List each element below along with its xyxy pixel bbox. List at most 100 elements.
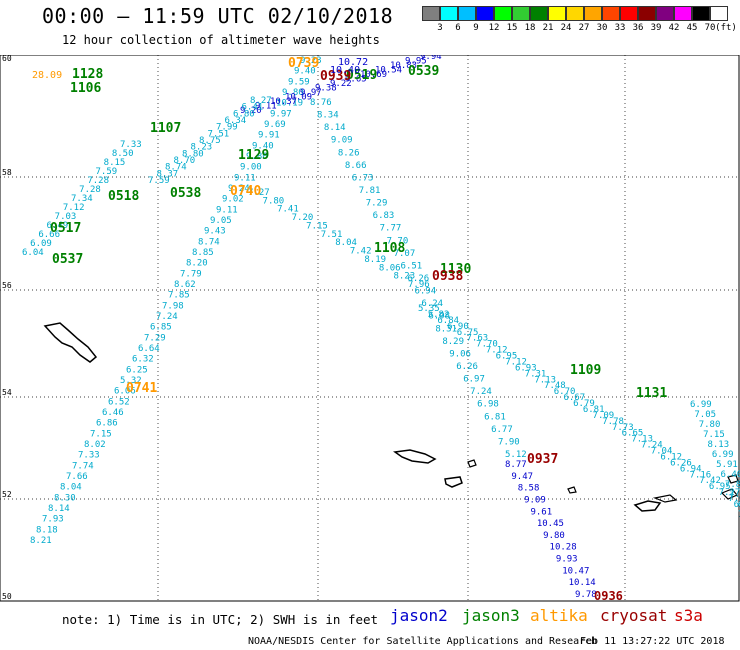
wave-height-value: 7.12 xyxy=(486,346,508,356)
wave-height-value: 6.80 xyxy=(233,109,255,119)
wave-height-value: 10.83 xyxy=(390,61,417,71)
map-frame: 60 58 56 54 52 50 165 168 171 174 177 8.218.187.93… xyxy=(0,55,740,605)
wave-height-value: 7.80 xyxy=(699,420,721,430)
wave-height-value: 6.32 xyxy=(132,355,154,365)
wave-height-value: 10.69 xyxy=(360,70,387,80)
wave-height-value: 9.80 xyxy=(246,152,268,162)
wave-height-value: 9.61 xyxy=(530,507,552,517)
wave-height-value: 8.34 xyxy=(317,111,339,121)
wave-height-value: 6.51 xyxy=(401,261,423,271)
wave-height-value: 5.91 xyxy=(716,460,738,470)
wave-height-value: 8.27 xyxy=(250,96,272,106)
wave-height-value: 6.46 xyxy=(102,408,124,418)
scale-label: 33 xyxy=(614,23,626,33)
wave-height-value: 8.18 xyxy=(36,525,58,535)
lat-label: 52 xyxy=(2,490,12,499)
wave-height-value: 5.82 xyxy=(428,310,450,320)
wave-height-value: 6.81 xyxy=(484,412,506,422)
wave-height-value: 6.34 xyxy=(225,116,247,126)
wave-height-value: 9.47 xyxy=(511,472,533,482)
wave-height-value: 9.38 xyxy=(315,84,337,94)
wave-height-value: 9.02 xyxy=(222,195,244,205)
legend-jason3: jason3 xyxy=(462,606,520,625)
wave-height-value: 8.20 xyxy=(186,259,208,269)
pass-label-jason3: 1106 xyxy=(70,81,101,96)
wave-height-value: 7.27 xyxy=(248,188,270,198)
wave-height-value: 10.28 xyxy=(550,543,577,553)
wave-height-value: 9.69 xyxy=(264,120,286,130)
wave-height-value: 9.78 xyxy=(575,590,597,600)
wave-height-value: 7.28 xyxy=(79,185,101,195)
wave-height-value: 7.29 xyxy=(366,199,388,209)
scale-swatch xyxy=(476,6,494,21)
pass-label-altika: 0739 xyxy=(288,56,319,71)
wave-height-value: 9.00 xyxy=(240,163,262,173)
pass-label-jason3: 0539 xyxy=(408,64,439,79)
pass-label-altika: 0740 xyxy=(230,184,261,199)
legend-cryosat: cryosat xyxy=(600,606,668,625)
wave-height-value: 9.94 xyxy=(420,55,442,62)
scale-label: 70 xyxy=(704,23,716,33)
wave-height-value: 6.90 xyxy=(447,322,469,332)
wave-height-value: 8.29 xyxy=(442,337,464,347)
wave-height-value: 8.37 xyxy=(157,169,179,179)
pass-label-jason3: 1128 xyxy=(72,67,103,82)
scale-label: 42 xyxy=(668,23,680,33)
wave-height-value: 6.95 xyxy=(709,482,731,492)
wave-height-value: 8.21 xyxy=(30,536,52,546)
scale-swatch xyxy=(530,6,548,21)
wave-height-value: 7.20 xyxy=(292,213,314,223)
scale-swatch xyxy=(584,6,602,21)
island-outline xyxy=(652,494,678,503)
pass-label-jason3: 0519 xyxy=(346,68,377,83)
wave-height-value: 8.70 xyxy=(174,156,196,166)
pass-label-jason3: 1131 xyxy=(636,386,667,401)
lon-label: 168 xyxy=(151,604,166,605)
pass-label-jason2: 10.72 xyxy=(338,57,368,68)
island-outline xyxy=(393,449,437,464)
scale-label: 6 xyxy=(455,23,461,33)
pass-label-jason3: 1129 xyxy=(238,148,269,163)
wave-height-value: 9.43 xyxy=(204,227,226,237)
lon-label: 171 xyxy=(311,604,326,605)
wave-height-value: 8.77 xyxy=(505,460,527,470)
lat-label: 58 xyxy=(2,168,12,177)
wave-height-value: 6.84 xyxy=(437,316,459,326)
wave-height-value: 6.81 xyxy=(583,405,605,415)
wave-height-value: 7.15 xyxy=(306,221,328,231)
wave-height-value: 9.97 xyxy=(270,109,292,119)
island-outline xyxy=(720,488,738,500)
scale-label: 9 xyxy=(473,23,479,33)
wave-height-value: 8.66 xyxy=(345,161,367,171)
wave-height-value: 9.05 xyxy=(210,216,232,226)
scale-label: 39 xyxy=(650,23,662,33)
wave-height-value: 9.22 xyxy=(330,79,352,89)
wave-height-value: 6.95 xyxy=(496,352,518,362)
wave-height-value: 8.04 xyxy=(335,238,357,248)
wave-height-value: 9.24 xyxy=(228,184,250,194)
scale-label: 15 xyxy=(506,23,518,33)
wave-height-value: 8.14 xyxy=(48,504,70,514)
wave-height-value: 6.86 xyxy=(96,419,118,429)
wave-height-value: 8.15 xyxy=(104,158,126,168)
wave-height-value: 7.42 xyxy=(350,247,372,257)
wave-height-value: 7.63 xyxy=(466,334,488,344)
wave-height-value: 7.15 xyxy=(90,429,112,439)
scale-swatch xyxy=(620,6,638,21)
wave-height-value: 7.96 xyxy=(408,280,430,290)
wave-height-value: 7.33 xyxy=(120,140,142,150)
wave-height-value: 6.24 xyxy=(421,299,443,309)
wave-height-value: 7.66 xyxy=(738,510,740,520)
wave-height-value: 8.06 xyxy=(379,263,401,273)
wave-height-value: 6.65 xyxy=(622,429,644,439)
wave-height-value: 8.50 xyxy=(112,149,134,159)
wave-height-value: 8.04 xyxy=(60,483,82,493)
wave-height-value: 7.34 xyxy=(71,194,93,204)
wave-height-value: 6.85 xyxy=(150,323,172,333)
wave-height-value: 10.45 xyxy=(537,519,564,529)
wave-height-value: 8.14 xyxy=(324,123,346,133)
wave-height-value: 9.80 xyxy=(543,531,565,541)
lon-label: 174 xyxy=(461,604,476,605)
wave-height-value: 9.65 xyxy=(345,75,367,85)
wave-height-value: 7.28 xyxy=(87,176,109,186)
